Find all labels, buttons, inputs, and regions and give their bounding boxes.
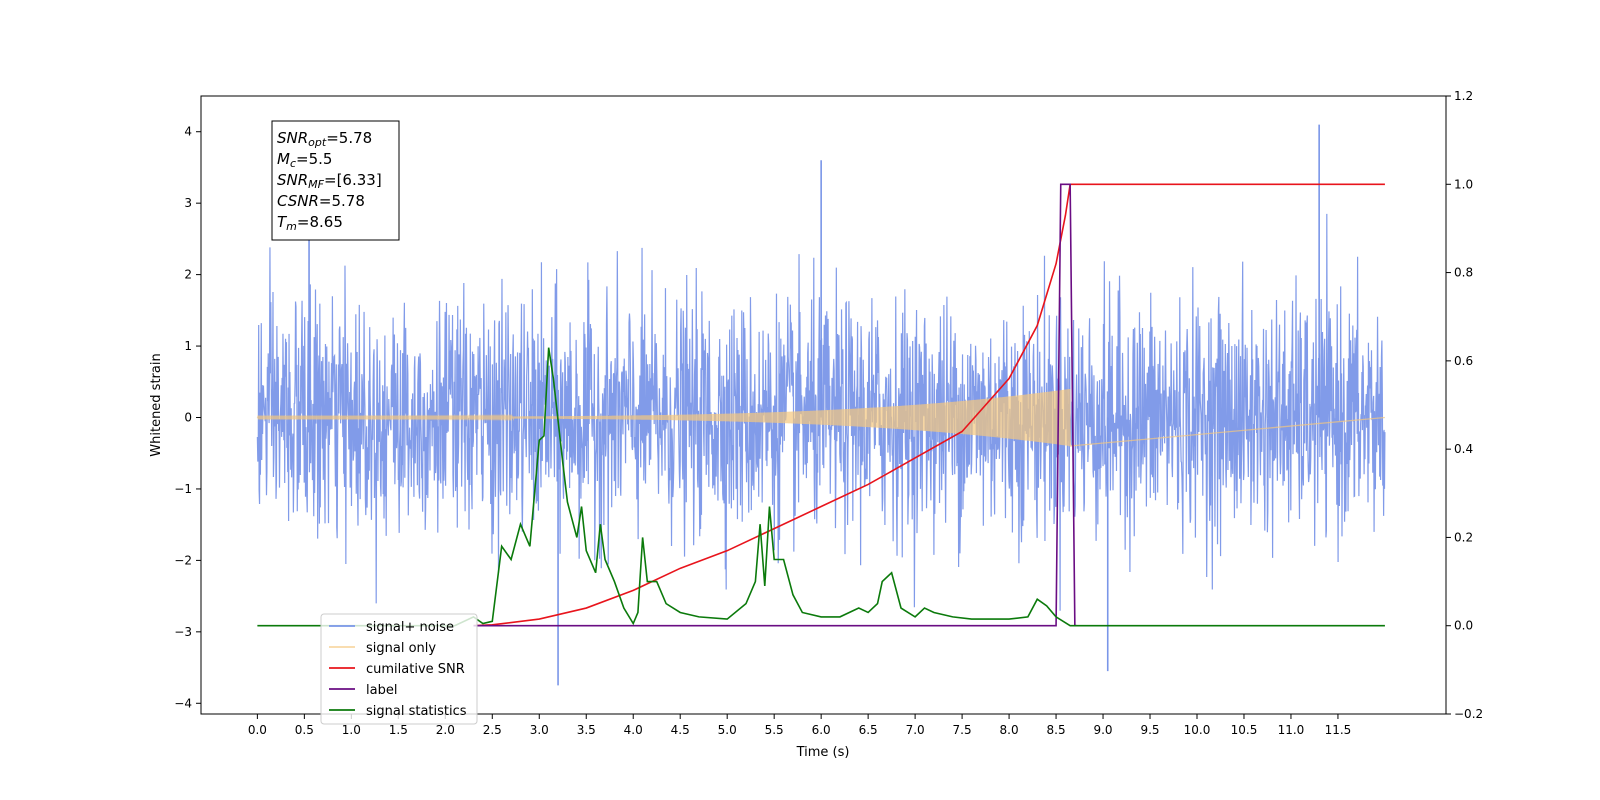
y-tick-label: 3	[184, 196, 192, 210]
annotation-line: Mc=5.5	[277, 150, 332, 170]
x-tick-label: 10.0	[1184, 723, 1211, 737]
x-tick-label: 1.0	[342, 723, 361, 737]
x-tick-label: 6.5	[859, 723, 878, 737]
x-tick-label: 0.5	[295, 723, 314, 737]
x-tick-label: 3.0	[530, 723, 549, 737]
annotation-value: =5.5	[296, 150, 332, 168]
x-tick-label: 2.0	[436, 723, 455, 737]
legend-label: cumilative SNR	[366, 662, 465, 677]
x-tick-label: 1.5	[389, 723, 408, 737]
legend: signal+ noise signal only cumilative SNR la…	[320, 613, 478, 725]
x-tick-label: 11.5	[1325, 723, 1352, 737]
y-tick-label: 1	[184, 339, 192, 353]
x-tick-label: 4.0	[624, 723, 643, 737]
legend-label: signal statistics	[366, 704, 467, 719]
annotation-symbol: CSNR	[277, 192, 319, 210]
series-line-signal-only	[256, 388, 1385, 447]
y-axis-label: Whitened strain	[149, 353, 164, 456]
annotation-line: Tm=8.65	[277, 213, 343, 233]
legend-label: signal only	[366, 641, 436, 656]
y-axis-left: −4 −3 −2 −1 0 1 2 3 4	[174, 125, 201, 710]
series-line-signal-statistics	[257, 347, 1385, 627]
annotation-line: CSNR=5.78	[277, 192, 365, 210]
y2-tick-label: 0.2	[1454, 530, 1473, 544]
x-tick-label: 11.0	[1278, 723, 1305, 737]
x-tick-label: 8.0	[1000, 723, 1019, 737]
annotation-subscript: opt	[308, 136, 327, 149]
annotation-symbol: SNR	[277, 129, 308, 147]
y2-tick-label: 0.0	[1454, 619, 1473, 633]
annotation-frame	[271, 120, 400, 241]
x-tick-label: 5.5	[765, 723, 784, 737]
annotation-value: =[6.33]	[324, 171, 382, 189]
x-tick-label: 10.5	[1231, 723, 1258, 737]
x-axis-label: Time (s)	[796, 745, 850, 760]
plot-frame	[200, 95, 1447, 715]
y-tick-label: −3	[174, 625, 192, 639]
x-tick-label: 5.0	[718, 723, 737, 737]
annotation-symbol: SNR	[277, 171, 308, 189]
annotation-symbol: T	[277, 213, 288, 231]
annotation-subscript: m	[286, 220, 297, 233]
legend-label: signal+ noise	[366, 620, 454, 635]
y-tick-label: 0	[184, 411, 192, 425]
annotation-line: SNRopt=5.78	[277, 129, 372, 149]
x-tick-label: 0.0	[248, 723, 267, 737]
annotation-value: =8.65	[297, 213, 343, 231]
annotation-box: SNRopt=5.78Mc=5.5SNRMF=[6.33]CSNR=5.78Tm…	[271, 120, 400, 241]
y2-tick-label: 0.4	[1454, 442, 1473, 456]
x-tick-label: 8.5	[1047, 723, 1066, 737]
annotation-value: =5.78	[319, 192, 365, 210]
y2-tick-label: 1.0	[1454, 177, 1473, 191]
y-tick-label: 4	[184, 125, 192, 139]
x-tick-label: 9.0	[1093, 723, 1112, 737]
x-tick-label: 2.5	[483, 723, 502, 737]
legend-frame	[320, 613, 478, 725]
x-tick-label: 6.0	[812, 723, 831, 737]
x-tick-label: 4.5	[671, 723, 690, 737]
annotation-subscript: MF	[308, 178, 324, 191]
annotation-value: =5.78	[326, 129, 372, 147]
x-tick-label: 3.5	[577, 723, 596, 737]
annotation-symbol: M	[277, 150, 290, 168]
y-tick-label: 2	[184, 268, 192, 282]
y2-tick-label: 1.2	[1454, 89, 1473, 103]
series-line-cumilative-snr	[473, 183, 1385, 627]
y2-tick-label: 0.8	[1454, 266, 1473, 280]
legend-label: label	[366, 683, 397, 698]
annotation-line: SNRMF=[6.33]	[277, 171, 382, 191]
y-tick-label: −1	[174, 482, 192, 496]
x-tick-label: 9.5	[1140, 723, 1159, 737]
series-layer	[256, 124, 1386, 686]
y2-tick-label: −0.2	[1454, 707, 1483, 721]
x-tick-label: 7.5	[953, 723, 972, 737]
x-axis: 0.0 0.5 1.0 1.5 2.0 2.5 3.0 3.5 4.0 4.5 5.0 5.5 6.0 6…	[248, 714, 1351, 737]
annotation-subscript: c	[290, 157, 296, 170]
y-axis-right: −0.2 0.0 0.2 0.4 0.6 0.8 1.0 1.2	[1446, 89, 1483, 721]
x-tick-label: 7.0	[906, 723, 925, 737]
y-tick-label: −2	[174, 553, 192, 567]
y-tick-label: −4	[174, 696, 192, 710]
y2-tick-label: 0.6	[1454, 354, 1473, 368]
